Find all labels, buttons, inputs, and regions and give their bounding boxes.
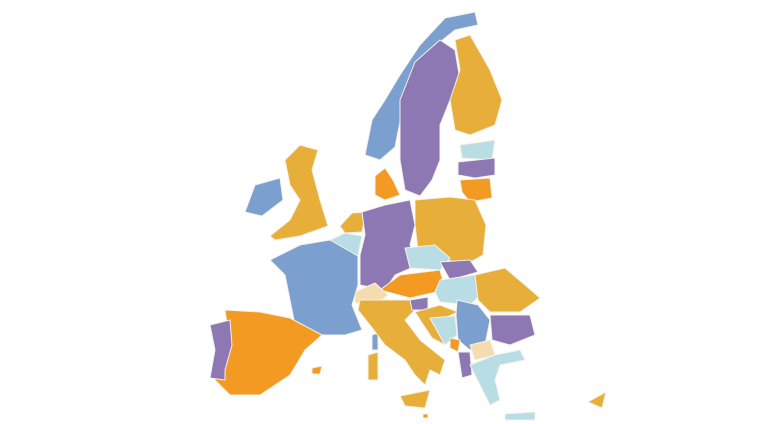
region-estonia[interactable] <box>459 139 496 161</box>
region-albania[interactable] <box>457 351 473 379</box>
region-lithuania[interactable] <box>459 177 493 203</box>
region-ireland[interactable] <box>244 177 284 217</box>
region-germany[interactable] <box>359 199 419 291</box>
region-sicily[interactable] <box>399 389 431 409</box>
region-bulgaria[interactable] <box>489 314 536 346</box>
region-norway[interactable] <box>364 11 479 161</box>
region-finland[interactable] <box>449 34 503 136</box>
region-slovakia[interactable] <box>439 259 479 281</box>
region-sweden[interactable] <box>399 39 461 197</box>
region-france[interactable] <box>269 239 363 336</box>
region-latvia[interactable] <box>457 157 496 179</box>
region-denmark[interactable] <box>374 167 401 201</box>
region-balearic-islands[interactable] <box>311 365 323 375</box>
region-sardinia[interactable] <box>367 351 379 381</box>
region-cyprus[interactable] <box>587 391 607 409</box>
region-united-kingdom[interactable] <box>269 144 329 241</box>
region-montenegro[interactable] <box>449 337 461 353</box>
region-malta[interactable] <box>422 413 429 419</box>
region-romania[interactable] <box>474 267 541 313</box>
region-portugal[interactable] <box>209 319 233 381</box>
region-greece[interactable] <box>469 349 526 406</box>
region-crete[interactable] <box>504 411 536 421</box>
region-corsica[interactable] <box>371 332 379 351</box>
region-slovenia[interactable] <box>409 296 429 311</box>
